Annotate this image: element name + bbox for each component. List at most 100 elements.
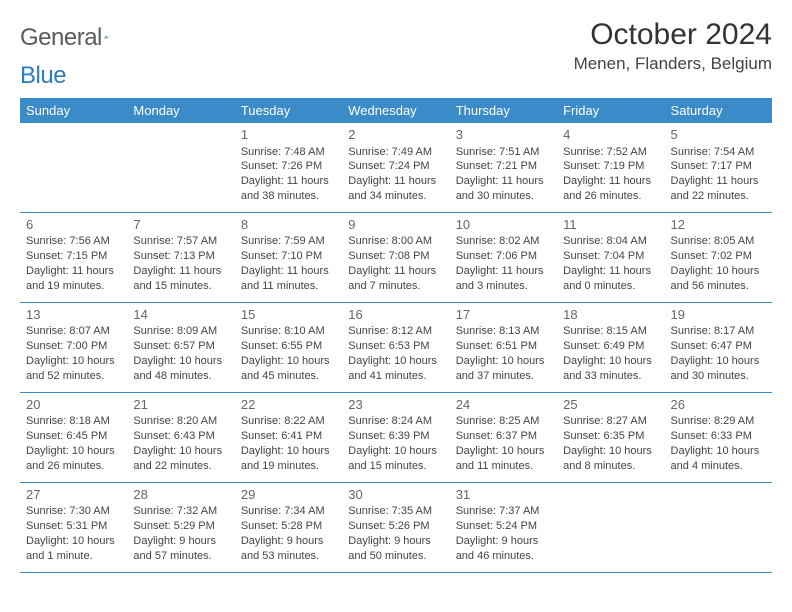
calendar-table: SundayMondayTuesdayWednesdayThursdayFrid…	[20, 98, 772, 573]
sunrise-text: Sunrise: 7:57 AM	[133, 234, 228, 249]
daylight-text: and 22 minutes.	[671, 189, 766, 204]
day-number: 10	[456, 216, 551, 234]
sunrise-text: Sunrise: 7:32 AM	[133, 504, 228, 519]
sunrise-text: Sunrise: 8:00 AM	[348, 234, 443, 249]
day-header: Thursday	[450, 98, 557, 123]
sunset-text: Sunset: 5:26 PM	[348, 519, 443, 534]
location-text: Menen, Flanders, Belgium	[574, 54, 772, 74]
day-number: 23	[348, 396, 443, 414]
daylight-text: and 11 minutes.	[456, 459, 551, 474]
calendar-week-row: 27Sunrise: 7:30 AMSunset: 5:31 PMDayligh…	[20, 482, 772, 572]
daylight-text: Daylight: 9 hours	[241, 534, 336, 549]
sunrise-text: Sunrise: 8:09 AM	[133, 324, 228, 339]
day-number: 18	[563, 306, 658, 324]
calendar-week-row: 1Sunrise: 7:48 AMSunset: 7:26 PMDaylight…	[20, 123, 772, 212]
calendar-cell: 9Sunrise: 8:00 AMSunset: 7:08 PMDaylight…	[342, 212, 449, 302]
sunset-text: Sunset: 6:55 PM	[241, 339, 336, 354]
sunrise-text: Sunrise: 7:35 AM	[348, 504, 443, 519]
daylight-text: and 11 minutes.	[241, 279, 336, 294]
calendar-header-row: SundayMondayTuesdayWednesdayThursdayFrid…	[20, 98, 772, 123]
daylight-text: and 41 minutes.	[348, 369, 443, 384]
day-header: Monday	[127, 98, 234, 123]
daylight-text: Daylight: 11 hours	[348, 174, 443, 189]
day-number: 4	[563, 126, 658, 144]
calendar-cell	[557, 482, 664, 572]
calendar-body: 1Sunrise: 7:48 AMSunset: 7:26 PMDaylight…	[20, 123, 772, 572]
daylight-text: Daylight: 10 hours	[671, 264, 766, 279]
daylight-text: and 53 minutes.	[241, 549, 336, 564]
daylight-text: Daylight: 10 hours	[456, 354, 551, 369]
daylight-text: and 19 minutes.	[26, 279, 121, 294]
sunset-text: Sunset: 7:13 PM	[133, 249, 228, 264]
brand-logo: General	[20, 18, 127, 52]
sunset-text: Sunset: 5:24 PM	[456, 519, 551, 534]
daylight-text: Daylight: 9 hours	[348, 534, 443, 549]
brand-word-2: Blue	[20, 62, 66, 90]
calendar-cell: 24Sunrise: 8:25 AMSunset: 6:37 PMDayligh…	[450, 392, 557, 482]
daylight-text: Daylight: 9 hours	[133, 534, 228, 549]
day-number: 19	[671, 306, 766, 324]
day-number: 13	[26, 306, 121, 324]
brand-word-1: General	[20, 24, 102, 52]
calendar-cell: 22Sunrise: 8:22 AMSunset: 6:41 PMDayligh…	[235, 392, 342, 482]
calendar-cell	[20, 123, 127, 212]
daylight-text: Daylight: 10 hours	[26, 354, 121, 369]
daylight-text: and 1 minute.	[26, 549, 121, 564]
sunrise-text: Sunrise: 8:02 AM	[456, 234, 551, 249]
daylight-text: Daylight: 10 hours	[563, 354, 658, 369]
calendar-cell: 23Sunrise: 8:24 AMSunset: 6:39 PMDayligh…	[342, 392, 449, 482]
sunset-text: Sunset: 6:45 PM	[26, 429, 121, 444]
daylight-text: and 26 minutes.	[563, 189, 658, 204]
day-number: 20	[26, 396, 121, 414]
day-number: 6	[26, 216, 121, 234]
sunrise-text: Sunrise: 8:22 AM	[241, 414, 336, 429]
day-number: 2	[348, 126, 443, 144]
sunrise-text: Sunrise: 8:18 AM	[26, 414, 121, 429]
day-number: 5	[671, 126, 766, 144]
calendar-cell: 29Sunrise: 7:34 AMSunset: 5:28 PMDayligh…	[235, 482, 342, 572]
calendar-cell: 17Sunrise: 8:13 AMSunset: 6:51 PMDayligh…	[450, 302, 557, 392]
sunset-text: Sunset: 6:37 PM	[456, 429, 551, 444]
daylight-text: and 48 minutes.	[133, 369, 228, 384]
calendar-cell: 25Sunrise: 8:27 AMSunset: 6:35 PMDayligh…	[557, 392, 664, 482]
daylight-text: and 0 minutes.	[563, 279, 658, 294]
day-number: 25	[563, 396, 658, 414]
daylight-text: and 30 minutes.	[671, 369, 766, 384]
day-number: 22	[241, 396, 336, 414]
calendar-cell: 21Sunrise: 8:20 AMSunset: 6:43 PMDayligh…	[127, 392, 234, 482]
sunset-text: Sunset: 6:43 PM	[133, 429, 228, 444]
calendar-cell: 11Sunrise: 8:04 AMSunset: 7:04 PMDayligh…	[557, 212, 664, 302]
daylight-text: and 7 minutes.	[348, 279, 443, 294]
sunset-text: Sunset: 6:51 PM	[456, 339, 551, 354]
daylight-text: Daylight: 11 hours	[26, 264, 121, 279]
sunrise-text: Sunrise: 8:17 AM	[671, 324, 766, 339]
daylight-text: and 33 minutes.	[563, 369, 658, 384]
day-number: 17	[456, 306, 551, 324]
calendar-cell: 7Sunrise: 7:57 AMSunset: 7:13 PMDaylight…	[127, 212, 234, 302]
calendar-cell	[665, 482, 772, 572]
calendar-cell: 5Sunrise: 7:54 AMSunset: 7:17 PMDaylight…	[665, 123, 772, 212]
day-header: Sunday	[20, 98, 127, 123]
calendar-cell: 15Sunrise: 8:10 AMSunset: 6:55 PMDayligh…	[235, 302, 342, 392]
daylight-text: Daylight: 11 hours	[563, 264, 658, 279]
day-number: 7	[133, 216, 228, 234]
calendar-week-row: 13Sunrise: 8:07 AMSunset: 7:00 PMDayligh…	[20, 302, 772, 392]
sunset-text: Sunset: 7:19 PM	[563, 159, 658, 174]
calendar-cell: 19Sunrise: 8:17 AMSunset: 6:47 PMDayligh…	[665, 302, 772, 392]
brand-sail-icon	[104, 28, 108, 46]
sunrise-text: Sunrise: 7:49 AM	[348, 145, 443, 160]
day-number: 3	[456, 126, 551, 144]
sunset-text: Sunset: 7:21 PM	[456, 159, 551, 174]
daylight-text: Daylight: 11 hours	[563, 174, 658, 189]
day-number: 14	[133, 306, 228, 324]
sunset-text: Sunset: 5:29 PM	[133, 519, 228, 534]
title-block: October 2024 Menen, Flanders, Belgium	[574, 18, 772, 74]
daylight-text: and 57 minutes.	[133, 549, 228, 564]
sunset-text: Sunset: 5:28 PM	[241, 519, 336, 534]
calendar-cell	[127, 123, 234, 212]
daylight-text: Daylight: 11 hours	[456, 174, 551, 189]
day-number: 21	[133, 396, 228, 414]
calendar-cell: 3Sunrise: 7:51 AMSunset: 7:21 PMDaylight…	[450, 123, 557, 212]
daylight-text: Daylight: 10 hours	[133, 444, 228, 459]
calendar-cell: 26Sunrise: 8:29 AMSunset: 6:33 PMDayligh…	[665, 392, 772, 482]
